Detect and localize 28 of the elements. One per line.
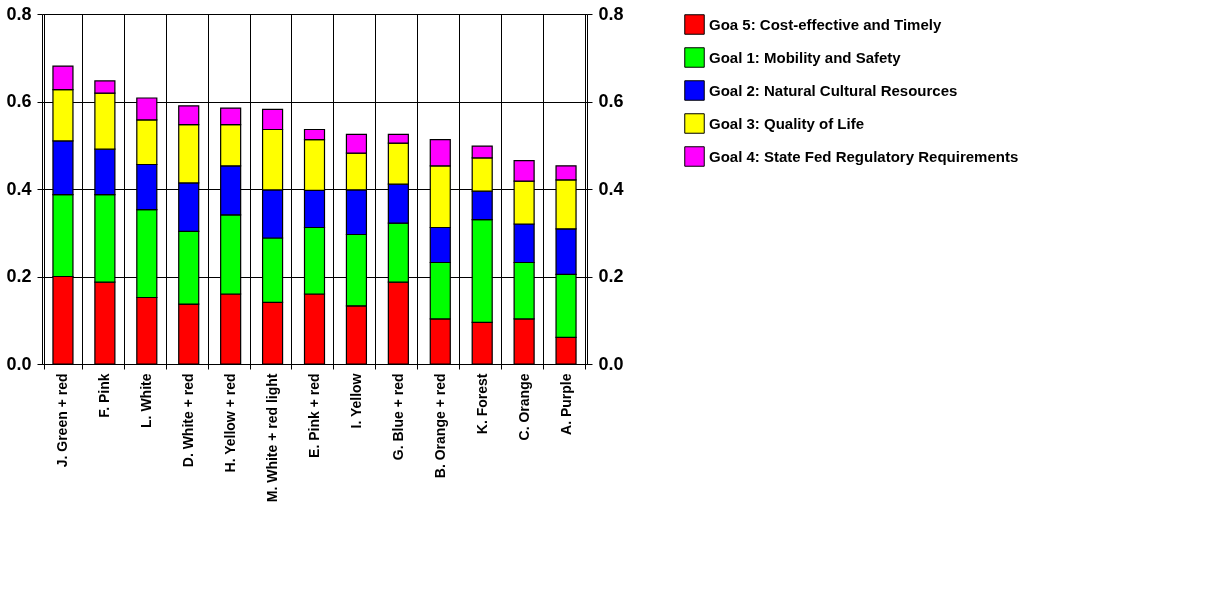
x-tick-label: D. White + red — [180, 373, 197, 468]
x-tick-label: G. Blue + red — [389, 373, 406, 461]
y-tick-label: 0.8 — [6, 3, 32, 24]
x-tick-label: F. Pink — [96, 373, 113, 418]
legend-label: Goa 5: Cost-effective and Timely — [709, 15, 942, 33]
x-tick-label: A. Purple — [557, 373, 574, 435]
x-tick-label: H. Yellow + red — [222, 373, 239, 473]
y2-tick-label: 0.6 — [598, 91, 624, 111]
x-tick-label: C. Orange — [515, 373, 532, 441]
y-tick-label: 0.6 — [6, 91, 32, 111]
x-tick-label: I. Yellow — [347, 373, 364, 429]
legend-label: Goal 4: State Fed Regulatory Requirements — [709, 147, 1019, 165]
x-tick-label: B. Orange + red — [431, 373, 448, 479]
y2-tick-label: 0.0 — [598, 353, 624, 374]
y-tick-label: 0.2 — [6, 266, 32, 286]
legend-label: Goal 1: Mobility and Safety — [709, 48, 902, 66]
x-tick-label: E. Pink + red — [306, 373, 322, 458]
x-tick-label: J. Green + red — [54, 373, 71, 468]
y2-tick-label: 0.2 — [598, 266, 624, 286]
x-tick-label: L. White — [138, 373, 155, 428]
y-tick-label: 0.0 — [6, 353, 32, 374]
x-tick-label: M. White + red light — [264, 373, 281, 503]
x-tick-label: K. Forest — [473, 373, 490, 435]
y2-tick-label: 0.8 — [598, 3, 624, 24]
y-tick-label: 0.4 — [6, 178, 32, 199]
legend-label: Goal 3: Quality of Life — [709, 114, 865, 132]
legend-label: Goal 2: Natural Cultural Resources — [709, 81, 958, 99]
y2-tick-label: 0.4 — [598, 178, 624, 199]
